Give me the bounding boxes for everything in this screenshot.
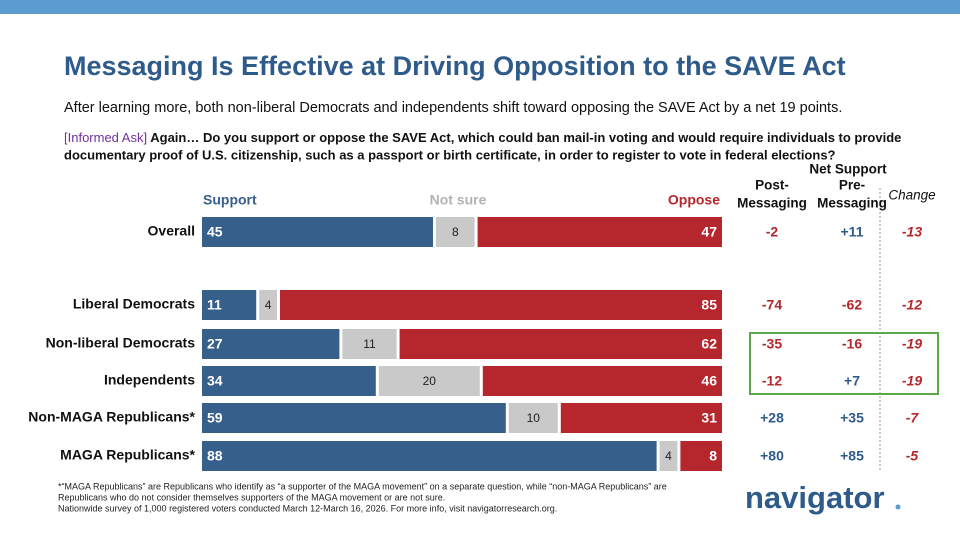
table-group-header: Net Support bbox=[809, 162, 887, 177]
legend-entry: Support bbox=[203, 192, 257, 208]
table-header: Change bbox=[888, 188, 935, 203]
category-label: Independents bbox=[104, 372, 195, 388]
category-label: Non-MAGA Republicans* bbox=[28, 409, 195, 425]
question-line: documentary proof of U.S. citizenship, s… bbox=[64, 147, 836, 162]
data-label: 85 bbox=[701, 297, 717, 313]
data-label: 8 bbox=[709, 448, 717, 464]
data-label: 31 bbox=[701, 410, 717, 426]
bar-segment bbox=[280, 290, 722, 320]
category-label: Liberal Democrats bbox=[73, 296, 195, 312]
table-header: Pre- bbox=[839, 178, 865, 193]
table-cell: +85 bbox=[840, 448, 864, 464]
logo: navigator bbox=[745, 480, 885, 515]
logo-dot bbox=[895, 504, 901, 510]
top-band bbox=[0, 0, 960, 14]
subtitle: After learning more, both non-liberal De… bbox=[64, 100, 842, 116]
data-label: 45 bbox=[207, 224, 223, 240]
table-cell: +80 bbox=[760, 448, 784, 464]
title: Messaging Is Effective at Driving Opposi… bbox=[64, 51, 846, 81]
data-label: 4 bbox=[665, 449, 672, 463]
table-cell: -35 bbox=[762, 336, 782, 352]
bar-segment bbox=[202, 441, 657, 471]
bar-segment bbox=[508, 403, 558, 433]
data-label: 88 bbox=[207, 448, 223, 464]
bar-segment bbox=[342, 329, 397, 359]
bar-segment bbox=[399, 329, 722, 359]
bar-segment bbox=[202, 403, 506, 433]
data-label: 11 bbox=[363, 337, 376, 351]
category-label: Non-liberal Democrats bbox=[46, 335, 196, 351]
data-label: 47 bbox=[701, 224, 717, 240]
bar-segment bbox=[259, 290, 277, 320]
data-label: 62 bbox=[701, 336, 717, 352]
footnote: Republicans who do not consider themselv… bbox=[58, 492, 445, 502]
footnote: Nationwide survey of 1,000 registered vo… bbox=[58, 503, 557, 513]
bar-segment bbox=[560, 403, 722, 433]
table-cell: -19 bbox=[902, 336, 922, 352]
bar-segment bbox=[378, 366, 480, 396]
table-header: Messaging bbox=[817, 196, 887, 211]
table-cell: +7 bbox=[844, 373, 860, 389]
category-label: Overall bbox=[148, 223, 195, 239]
data-label: 34 bbox=[207, 373, 223, 389]
highlight-box bbox=[749, 332, 939, 395]
data-label: 20 bbox=[423, 374, 437, 388]
data-label: 10 bbox=[527, 411, 541, 425]
bar-segment bbox=[202, 329, 340, 359]
table-header: Messaging bbox=[737, 196, 807, 211]
bar-segment bbox=[202, 290, 257, 320]
data-label: 4 bbox=[265, 298, 272, 312]
bar-segment bbox=[659, 441, 678, 471]
table-cell: -7 bbox=[906, 410, 920, 426]
bar-segment bbox=[202, 366, 376, 396]
data-label: 46 bbox=[701, 373, 717, 389]
bar-segment bbox=[477, 217, 722, 247]
table-cell: -62 bbox=[842, 297, 862, 313]
table-cell: +35 bbox=[840, 410, 864, 426]
table-cell: -12 bbox=[762, 373, 782, 389]
table-cell: -16 bbox=[842, 336, 862, 352]
table-cell: -12 bbox=[902, 297, 922, 313]
question-line: Again… Do you support or oppose the SAVE… bbox=[150, 130, 901, 145]
data-label: 59 bbox=[207, 410, 223, 426]
table-header: Post- bbox=[755, 178, 789, 193]
question-label: [Informed Ask] bbox=[64, 130, 147, 145]
bar-segment bbox=[680, 441, 722, 471]
question: [Informed Ask] Again… Do you support or … bbox=[64, 130, 901, 145]
table-cell: -5 bbox=[906, 448, 919, 464]
table-cell: -13 bbox=[902, 224, 922, 240]
data-label: 11 bbox=[207, 297, 222, 313]
legend-entry: Not sure bbox=[430, 192, 487, 208]
bar-segment bbox=[202, 217, 433, 247]
bar-segment bbox=[482, 366, 722, 396]
category-label: MAGA Republicans* bbox=[60, 447, 195, 463]
data-label: 8 bbox=[452, 225, 459, 239]
table-cell: +11 bbox=[841, 224, 864, 240]
table-cell: +28 bbox=[760, 410, 784, 426]
data-label: 27 bbox=[207, 336, 223, 352]
table-cell: -2 bbox=[766, 224, 779, 240]
table-cell: -74 bbox=[762, 297, 782, 313]
legend-entry: Oppose bbox=[668, 192, 720, 208]
bar-segment bbox=[436, 217, 475, 247]
table-cell: -19 bbox=[902, 373, 922, 389]
footnote: *“MAGA Republicans” are Republicans who … bbox=[58, 481, 667, 491]
